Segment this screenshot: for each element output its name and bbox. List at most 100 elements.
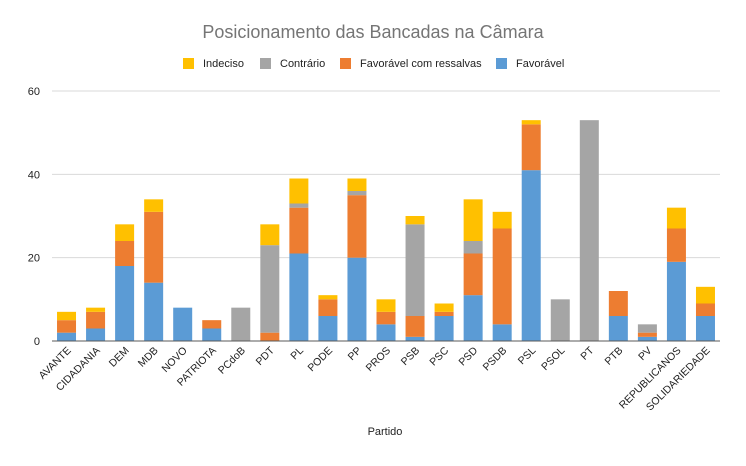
x-tick-label: PV — [636, 345, 654, 363]
bar-patriota-favorável-com-ressalvas — [202, 320, 222, 329]
bar-psd-favorável-com-ressalvas — [463, 253, 483, 296]
bar-psl-indeciso — [521, 120, 541, 125]
bar-pros-indeciso — [376, 299, 396, 312]
bar-pp-favorável — [347, 257, 367, 341]
bar-pv-favorável-com-ressalvas — [637, 332, 657, 337]
x-tick-label: PSD — [456, 344, 480, 368]
x-tick-label: PTB — [603, 345, 626, 368]
y-tick-label: 0 — [34, 336, 40, 348]
bar-dem-favorável — [115, 266, 135, 341]
bar-ptb-favorável — [608, 316, 628, 341]
bar-psb-indeciso — [405, 216, 425, 225]
bar-republicanos-favorável-com-ressalvas — [666, 228, 686, 262]
bar-pdt-favorável-com-ressalvas — [260, 332, 280, 341]
bar-pl-indeciso — [289, 178, 309, 204]
x-tick-label: PSOL — [539, 345, 567, 373]
bar-pros-favorável-com-ressalvas — [376, 311, 396, 325]
legend-swatch — [183, 58, 194, 69]
bar-avante-indeciso — [57, 311, 77, 321]
bar-novo-favorável — [173, 307, 193, 341]
x-tick-label: PP — [346, 345, 364, 363]
bar-pl-favorável — [289, 253, 309, 341]
bar-psd-indeciso — [463, 199, 483, 241]
bar-pdt-contrário — [260, 245, 280, 333]
legend-swatch — [340, 58, 351, 69]
bar-psl-favorável-com-ressalvas — [521, 124, 541, 171]
y-tick-label: 40 — [28, 169, 40, 181]
bar-solidariedade-indeciso — [695, 286, 715, 304]
bars — [57, 120, 715, 342]
bar-pp-contrário — [347, 191, 367, 196]
bar-mdb-favorável — [144, 282, 164, 341]
bar-dem-favorável-com-ressalvas — [115, 241, 135, 266]
x-tick-label: MDB — [136, 345, 161, 370]
bar-psb-contrário — [405, 224, 425, 316]
x-tick-label: PL — [288, 345, 306, 363]
legend-label: Favorável com ressalvas — [360, 58, 482, 70]
bar-psc-favorável — [434, 316, 454, 341]
bar-psl-favorável — [521, 170, 541, 341]
chart-title: Posicionamento das Bancadas na Câmara — [202, 22, 544, 42]
bar-cidadania-favorável — [86, 328, 106, 341]
bar-avante-favorável — [57, 332, 77, 341]
legend-swatch — [260, 58, 271, 69]
gridlines — [52, 90, 720, 259]
bar-patriota-favorável — [202, 328, 222, 341]
x-tick-label: PCdoB — [216, 345, 248, 377]
x-tick-label: PROS — [364, 345, 394, 375]
bar-psdb-favorável-com-ressalvas — [492, 228, 512, 325]
y-tick-label: 20 — [28, 253, 40, 265]
bar-pt-contrário — [579, 120, 599, 342]
bar-psdb-indeciso — [492, 211, 512, 229]
bar-pv-favorável — [637, 336, 657, 341]
y-axis-ticks: 0 20 40 60 — [28, 86, 40, 348]
bar-republicanos-favorável — [666, 261, 686, 341]
x-tick-label: PDT — [254, 344, 278, 368]
bar-pl-favorável-com-ressalvas — [289, 207, 309, 254]
bar-dem-indeciso — [115, 224, 135, 241]
legend-label: Favorável — [516, 58, 564, 70]
bar-pros-favorável — [376, 324, 396, 341]
y-tick-label: 60 — [28, 86, 40, 98]
x-tick-label: PSB — [399, 345, 422, 368]
bar-pdt-indeciso — [260, 224, 280, 246]
bar-mdb-favorável-com-ressalvas — [144, 211, 164, 283]
bar-psol-contrário — [550, 299, 570, 341]
bar-ptb-favorável-com-ressalvas — [608, 291, 628, 316]
x-axis-title: Partido — [368, 426, 403, 438]
bar-republicanos-indeciso — [666, 207, 686, 229]
x-tick-label: PODE — [306, 345, 336, 375]
bar-cidadania-favorável-com-ressalvas — [86, 311, 106, 329]
bar-solidariedade-favorável-com-ressalvas — [695, 303, 715, 316]
bar-pode-indeciso — [318, 295, 338, 300]
bar-psdb-favorável — [492, 324, 512, 341]
x-tick-label: DEM — [107, 345, 132, 370]
x-tick-label: PSL — [516, 345, 539, 368]
bar-pv-contrário — [637, 324, 657, 333]
bar-pp-favorável-com-ressalvas — [347, 195, 367, 258]
x-tick-label: PSC — [427, 344, 451, 368]
bar-solidariedade-favorável — [695, 316, 715, 341]
legend-label: Indeciso — [203, 58, 244, 70]
bar-pl-contrário — [289, 203, 309, 208]
x-tick-label: PSDB — [481, 345, 510, 374]
bar-pcdob-contrário — [231, 307, 251, 341]
legend-label: Contrário — [280, 58, 325, 70]
legend-swatch — [496, 58, 507, 69]
bar-pode-favorável — [318, 316, 338, 341]
legend: Indeciso Contrário Favorável com ressalvas… — [183, 58, 564, 70]
x-tick-label: PT — [578, 344, 596, 362]
bar-pp-indeciso — [347, 178, 367, 191]
bar-psb-favorável-com-ressalvas — [405, 316, 425, 337]
bar-psd-favorável — [463, 295, 483, 341]
bar-psd-contrário — [463, 241, 483, 254]
bar-avante-favorável-com-ressalvas — [57, 320, 77, 333]
bar-psc-indeciso — [434, 303, 454, 312]
bar-mdb-indeciso — [144, 199, 164, 212]
bar-psc-favorável-com-ressalvas — [434, 311, 454, 316]
bar-psb-favorável — [405, 336, 425, 341]
bar-pode-favorável-com-ressalvas — [318, 299, 338, 316]
bar-cidadania-indeciso — [86, 307, 106, 312]
